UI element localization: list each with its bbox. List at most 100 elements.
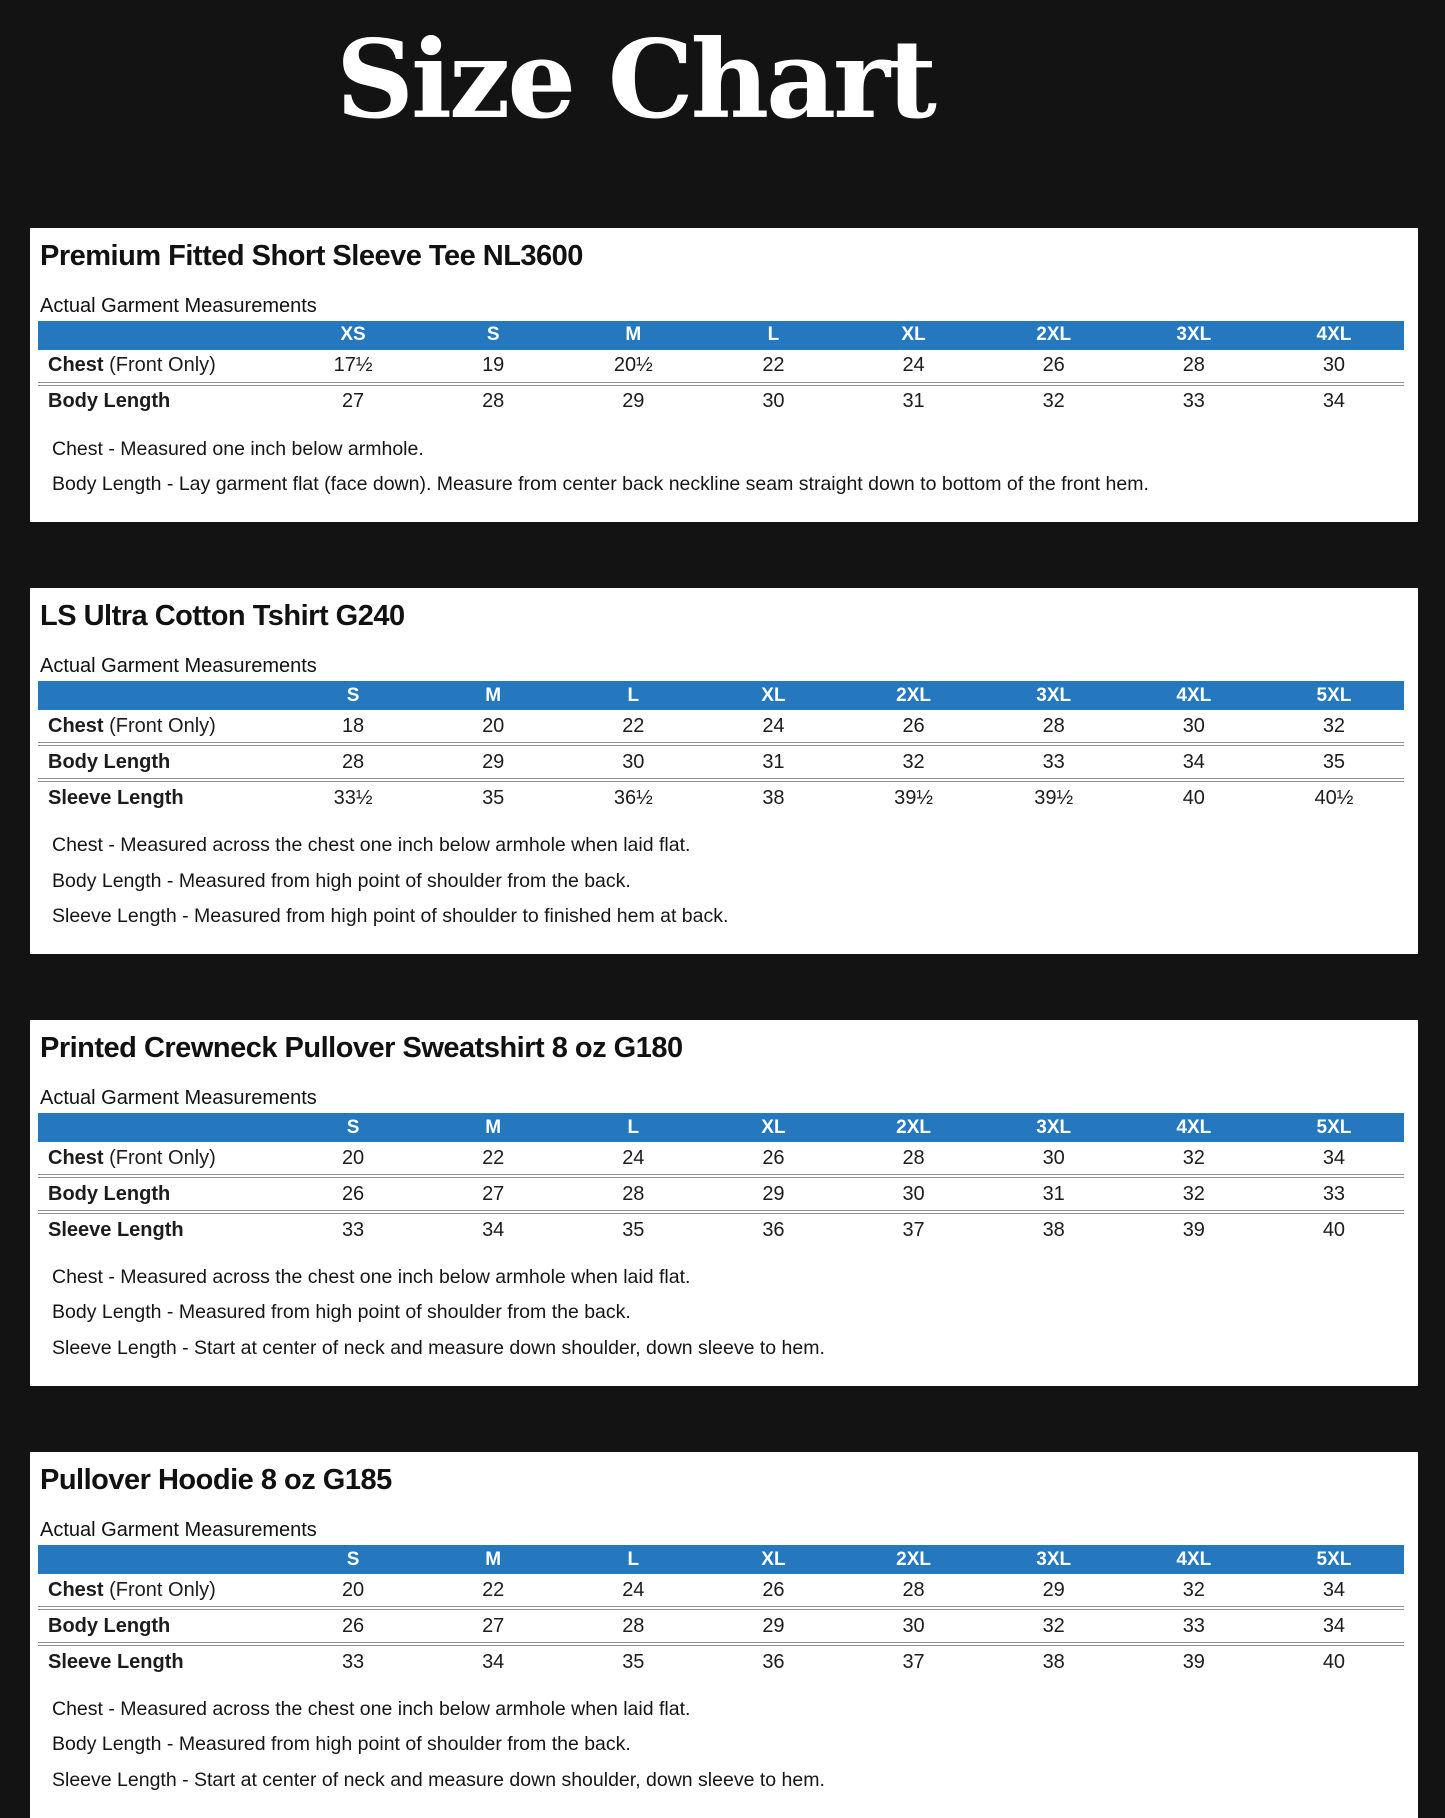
table-note: Sleeve Length - Start at center of neck … <box>52 1336 825 1359</box>
size-value: 24 <box>902 354 925 377</box>
row-label-suffix: (Front Only) <box>103 354 216 377</box>
row-label: Body Length <box>38 744 283 780</box>
size-value: 33 <box>1182 1614 1205 1637</box>
table-note: Body Length - Measured from high point o… <box>52 869 631 892</box>
page-title: Size Chart <box>336 17 937 143</box>
row-label-main: Body Length <box>48 390 171 413</box>
table-notes: Chest - Measured across the chest one in… <box>40 832 1404 929</box>
size-value: 36½ <box>613 786 653 809</box>
size-value: 35 <box>482 786 505 809</box>
size-value: 20 <box>341 1578 365 1601</box>
table-row-body-length: Body Length 28 29 30 31 32 33 34 35 <box>38 744 1404 780</box>
size-value: 31 <box>902 390 925 413</box>
size-value: 34 <box>1322 390 1346 413</box>
size-value: 26 <box>341 1614 365 1637</box>
table-row-body-length: Body Length 27 28 29 30 31 32 33 34 <box>38 383 1404 418</box>
size-value: 28 <box>902 1146 925 1169</box>
size-header: 2XL <box>843 681 984 711</box>
size-value: 32 <box>902 750 925 773</box>
size-header: 4XL <box>1123 1113 1264 1143</box>
size-value: 33½ <box>333 786 373 809</box>
size-value: 29 <box>1042 1578 1065 1601</box>
size-value: 22 <box>762 354 785 377</box>
size-value: 28 <box>482 390 505 413</box>
size-value: 33 <box>1182 390 1205 413</box>
table-row-sleeve-length: Sleeve Length 33½ 35 36½ 38 39½ 39½ 40 4… <box>38 780 1404 814</box>
row-label-suffix: (Front Only) <box>103 1146 216 1169</box>
size-header: 3XL <box>1123 320 1264 350</box>
size-value: 34 <box>1322 1146 1346 1169</box>
size-value: 39 <box>1182 1218 1205 1241</box>
size-value: 34 <box>482 1650 505 1673</box>
size-value: 20 <box>341 1146 365 1169</box>
size-table-panel-g240: LS Ultra Cotton Tshirt G240 Actual Garme… <box>30 588 1418 955</box>
size-value: 31 <box>1042 1182 1065 1205</box>
table-title: LS Ultra Cotton Tshirt G240 <box>40 600 405 633</box>
table-row-body-length: Body Length 26 27 28 29 30 31 32 33 <box>38 1176 1404 1212</box>
row-label: Body Length <box>38 1608 283 1644</box>
table-row-chest: Chest (Front Only) 18 20 22 24 26 28 30 … <box>38 710 1404 744</box>
size-table-panel-nl3600: Premium Fitted Short Sleeve Tee NL3600 A… <box>30 227 1418 523</box>
size-header: L <box>563 681 704 711</box>
row-label-main: Chest <box>48 1146 104 1169</box>
size-value: 22 <box>482 1146 505 1169</box>
size-value: 30 <box>1042 1146 1065 1169</box>
size-value: 19 <box>482 354 505 377</box>
row-label-main: Sleeve Length <box>48 1218 184 1241</box>
row-label: Chest (Front Only) <box>38 1142 283 1176</box>
row-label: Chest (Front Only) <box>38 1574 283 1608</box>
row-label: Body Length <box>38 1176 283 1212</box>
size-header: 3XL <box>983 1545 1124 1575</box>
size-value: 26 <box>762 1578 785 1601</box>
size-header: 4XL <box>1123 1545 1264 1575</box>
size-value: 34 <box>1182 750 1205 773</box>
size-table: S M L XL 2XL 3XL 4XL 5XL Chest (Front On… <box>38 1545 1404 1678</box>
size-value: 40 <box>1182 786 1205 809</box>
size-value: 32 <box>1042 1614 1065 1637</box>
size-header-row: S M L XL 2XL 3XL 4XL 5XL <box>38 681 1404 711</box>
table-note: Body Length - Measured from high point o… <box>52 1301 631 1324</box>
size-header: XL <box>703 1545 844 1575</box>
size-header: 5XL <box>1263 681 1404 711</box>
row-label: Sleeve Length <box>38 1212 283 1246</box>
size-value: 35 <box>1322 750 1346 773</box>
size-header: 3XL <box>983 681 1124 711</box>
size-header-row: S M L XL 2XL 3XL 4XL 5XL <box>38 1113 1404 1143</box>
size-value: 27 <box>482 1182 505 1205</box>
size-table: XS S M L XL 2XL 3XL 4XL Chest (Front Onl… <box>38 320 1404 418</box>
size-value: 26 <box>341 1182 365 1205</box>
table-row-sleeve-length: Sleeve Length 33 34 35 36 37 38 39 40 <box>38 1644 1404 1678</box>
size-header: XL <box>703 681 844 711</box>
size-value: 32 <box>1182 1146 1205 1169</box>
size-value: 29 <box>622 390 645 413</box>
table-note: Chest - Measured across the chest one in… <box>52 1698 691 1721</box>
page-header: Size Chart <box>0 0 1270 146</box>
row-label-suffix: (Front Only) <box>103 1578 216 1601</box>
size-value: 28 <box>622 1614 645 1637</box>
size-value: 31 <box>762 750 785 773</box>
size-value: 22 <box>622 714 645 737</box>
size-header: S <box>283 1113 424 1143</box>
size-value: 29 <box>762 1182 785 1205</box>
size-table-panel-g185: Pullover Hoodie 8 oz G185 Actual Garment… <box>30 1452 1418 1818</box>
table-row-body-length: Body Length 26 27 28 29 30 32 33 34 <box>38 1608 1404 1644</box>
table-title: Premium Fitted Short Sleeve Tee NL3600 <box>40 239 583 272</box>
table-row-chest: Chest (Front Only) 20 22 24 26 28 30 32 … <box>38 1142 1404 1176</box>
row-label-main: Body Length <box>48 750 171 773</box>
size-header: 2XL <box>843 1545 984 1575</box>
size-header-empty <box>38 1113 283 1143</box>
size-header: S <box>283 681 424 711</box>
size-header: 4XL <box>1123 681 1264 711</box>
table-title: Pullover Hoodie 8 oz G185 <box>40 1464 392 1497</box>
row-label: Chest (Front Only) <box>38 710 283 744</box>
size-table-panel-g180: Printed Crewneck Pullover Sweatshirt 8 o… <box>30 1020 1418 1387</box>
size-value: 38 <box>1042 1650 1065 1673</box>
size-header: L <box>563 1545 704 1575</box>
size-header-empty <box>38 320 283 350</box>
size-header: XL <box>843 320 984 350</box>
size-value: 37 <box>902 1650 925 1673</box>
size-table: S M L XL 2XL 3XL 4XL 5XL Chest (Front On… <box>38 1113 1404 1246</box>
size-value: 30 <box>902 1614 925 1637</box>
size-value: 28 <box>341 750 365 773</box>
size-header: 5XL <box>1263 1545 1404 1575</box>
